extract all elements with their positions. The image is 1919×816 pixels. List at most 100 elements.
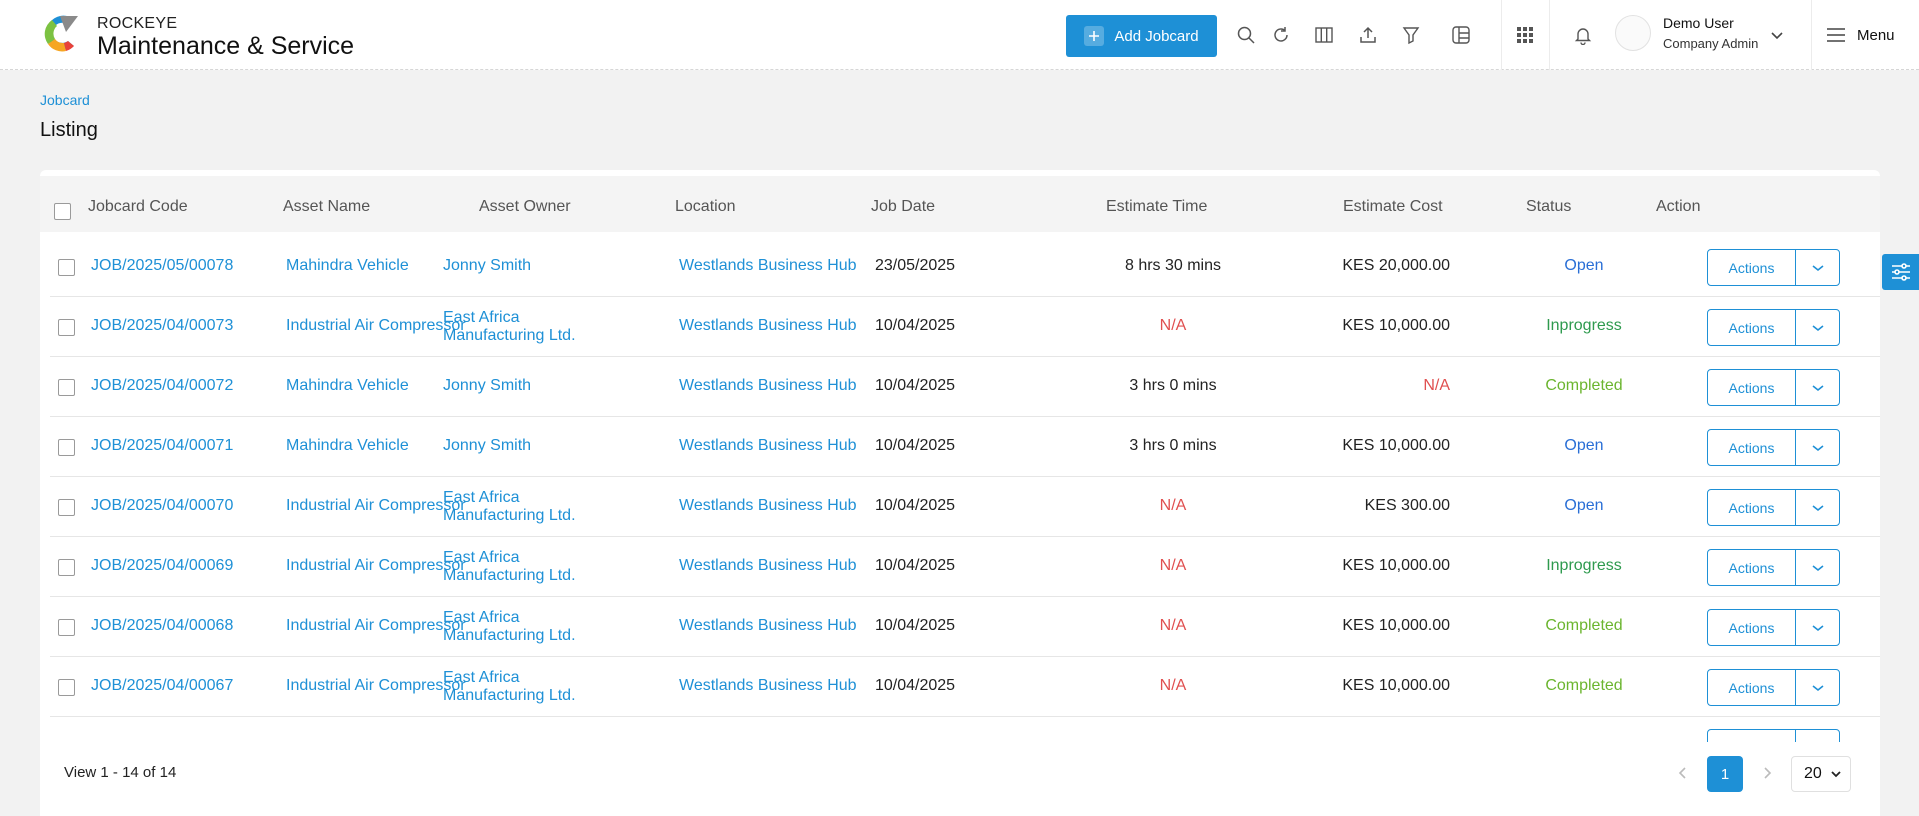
chevron-left-icon[interactable] [1670, 760, 1696, 786]
row-checkbox[interactable] [58, 259, 75, 276]
actions-button[interactable]: Actions [1708, 430, 1796, 465]
location-link[interactable]: Westlands Business Hub [679, 557, 857, 574]
actions-button[interactable]: Actions [1708, 310, 1796, 345]
location-link[interactable]: Westlands Business Hub [679, 317, 857, 334]
jobcard-code-link[interactable]: JOB/2025/04/00072 [91, 377, 234, 394]
asset-name-link[interactable]: Mahindra Vehicle [286, 257, 409, 274]
asset-owner-cell[interactable]: Jonny Smith [443, 257, 532, 274]
jobcard-code-link[interactable]: JOB/2025/05/00078 [91, 257, 234, 274]
actions-dropdown-toggle[interactable] [1796, 670, 1839, 705]
table-row[interactable]: JOB/2025/04/00071 Mahindra Vehicle Jonny S… [50, 417, 1880, 477]
top-bar: ROCKEYE Maintenance & Service Add Jobcar… [0, 0, 1919, 70]
column-header[interactable]: Asset Name [283, 198, 371, 215]
jobcard-code-link[interactable]: JOB/2025/04/00070 [91, 497, 234, 514]
column-header[interactable]: Asset Owner [479, 198, 571, 215]
actions-button[interactable]: Actions [1708, 610, 1796, 645]
breadcrumb[interactable]: Jobcard [40, 92, 90, 108]
actions-button[interactable]: Actions [1708, 550, 1796, 585]
row-checkbox[interactable] [58, 559, 75, 576]
table-row[interactable]: JOB/2025/04/00068 Industrial Air Compress… [50, 597, 1880, 657]
search-icon[interactable] [1233, 22, 1259, 48]
sliders-icon[interactable] [1882, 254, 1919, 290]
column-header[interactable]: Jobcard Code [88, 198, 188, 215]
page-size-value: 20 [1804, 765, 1822, 782]
asset-owner-cell[interactable]: Jonny Smith [443, 377, 532, 394]
actions-dropdown-toggle[interactable] [1796, 730, 1839, 742]
menu-label[interactable]: Menu [1857, 27, 1895, 44]
actions-dropdown-toggle[interactable] [1796, 250, 1839, 285]
jobcard-code-link[interactable]: JOB/2025/04/00068 [91, 617, 234, 634]
jobcard-code-link[interactable]: JOB/2025/04/00071 [91, 437, 234, 454]
asset-owner-cell[interactable]: East Africa Manufacturing Ltd. [443, 309, 576, 345]
asset-name-link[interactable]: Industrial Air Compressor [286, 617, 466, 634]
asset-name-link[interactable]: Mahindra Vehicle [286, 377, 409, 394]
asset-name-link[interactable]: Industrial Air Compressor [286, 317, 466, 334]
columns-icon[interactable] [1311, 22, 1337, 48]
actions-button[interactable]: Actions [1708, 370, 1796, 405]
bell-icon[interactable] [1570, 22, 1596, 48]
location-link[interactable]: Westlands Business Hub [679, 437, 857, 454]
actions-dropdown-toggle[interactable] [1796, 610, 1839, 645]
filter-icon[interactable] [1398, 22, 1424, 48]
estimate-time-cell: N/A [1159, 557, 1187, 574]
row-checkbox[interactable] [58, 379, 75, 396]
job-date-cell: 10/04/2025 [875, 377, 956, 394]
jobcard-code-link[interactable]: JOB/2025/04/00069 [91, 557, 234, 574]
row-checkbox[interactable] [58, 499, 75, 516]
table-row[interactable] [50, 717, 1880, 742]
column-header[interactable]: Estimate Cost [1343, 198, 1443, 215]
location-link[interactable]: Westlands Business Hub [679, 377, 857, 394]
location-link[interactable]: Westlands Business Hub [679, 617, 857, 634]
asset-name-link[interactable]: Industrial Air Compressor [286, 677, 466, 694]
actions-button[interactable]: Actions [1708, 250, 1796, 285]
hamburger-icon[interactable] [1823, 22, 1849, 48]
column-header[interactable]: Job Date [871, 198, 936, 215]
avatar[interactable] [1615, 15, 1651, 51]
table-row[interactable]: JOB/2025/04/00072 Mahindra Vehicle Jonny S… [50, 357, 1880, 417]
layout-icon[interactable] [1448, 22, 1474, 48]
asset-owner-cell[interactable]: East Africa Manufacturing Ltd. [443, 669, 576, 705]
actions-dropdown-toggle[interactable] [1796, 550, 1839, 585]
estimate-cost-cell: N/A [1423, 377, 1450, 394]
table-row[interactable]: JOB/2025/04/00073 Industrial Air Compress… [50, 297, 1880, 357]
table-row[interactable]: JOB/2025/04/00069 Industrial Air Compress… [50, 537, 1880, 597]
jobcard-code-link[interactable]: JOB/2025/04/00067 [91, 677, 234, 694]
refresh-icon[interactable] [1268, 22, 1294, 48]
row-checkbox[interactable] [58, 319, 75, 336]
asset-owner-cell[interactable]: East Africa Manufacturing Ltd. [443, 489, 576, 525]
asset-name-link[interactable]: Industrial Air Compressor [286, 497, 466, 514]
asset-owner-cell[interactable]: East Africa Manufacturing Ltd. [443, 609, 576, 645]
actions-dropdown-toggle[interactable] [1796, 430, 1839, 465]
chevron-down-icon[interactable] [1764, 22, 1790, 48]
table-row[interactable]: JOB/2025/04/00067 Industrial Air Compress… [50, 657, 1880, 717]
table-row[interactable]: JOB/2025/04/00070 Industrial Air Compress… [50, 477, 1880, 537]
location-link[interactable]: Westlands Business Hub [679, 497, 857, 514]
add-jobcard-button[interactable]: Add Jobcard [1066, 15, 1217, 57]
asset-owner-cell[interactable]: Jonny Smith [443, 437, 532, 454]
row-checkbox[interactable] [58, 439, 75, 456]
page-current[interactable]: 1 [1707, 756, 1743, 792]
actions-dropdown-toggle[interactable] [1796, 310, 1839, 345]
chevron-right-icon[interactable] [1754, 760, 1780, 786]
column-header[interactable]: Estimate Time [1106, 198, 1208, 215]
table-row[interactable]: JOB/2025/05/00078 Mahindra Vehicle Jonny S… [50, 237, 1880, 297]
actions-dropdown-toggle[interactable] [1796, 490, 1839, 525]
asset-owner-cell[interactable]: East Africa Manufacturing Ltd. [443, 549, 576, 585]
row-checkbox[interactable] [58, 679, 75, 696]
asset-name-link[interactable]: Mahindra Vehicle [286, 437, 409, 454]
apps-grid-icon[interactable] [1512, 22, 1538, 48]
export-icon[interactable] [1355, 22, 1381, 48]
jobcard-code-link[interactable]: JOB/2025/04/00073 [91, 317, 234, 334]
actions-button[interactable] [1708, 730, 1796, 742]
location-link[interactable]: Westlands Business Hub [679, 677, 857, 694]
column-header[interactable]: Status [1526, 198, 1572, 215]
page-size-select[interactable]: 20 [1791, 756, 1851, 792]
row-checkbox[interactable] [58, 619, 75, 636]
column-header[interactable]: Location [675, 198, 736, 215]
asset-name-link[interactable]: Industrial Air Compressor [286, 557, 466, 574]
actions-button[interactable]: Actions [1708, 670, 1796, 705]
location-link[interactable]: Westlands Business Hub [679, 257, 857, 274]
actions-dropdown-toggle[interactable] [1796, 370, 1839, 405]
select-all-checkbox[interactable] [54, 203, 71, 220]
actions-button[interactable]: Actions [1708, 490, 1796, 525]
